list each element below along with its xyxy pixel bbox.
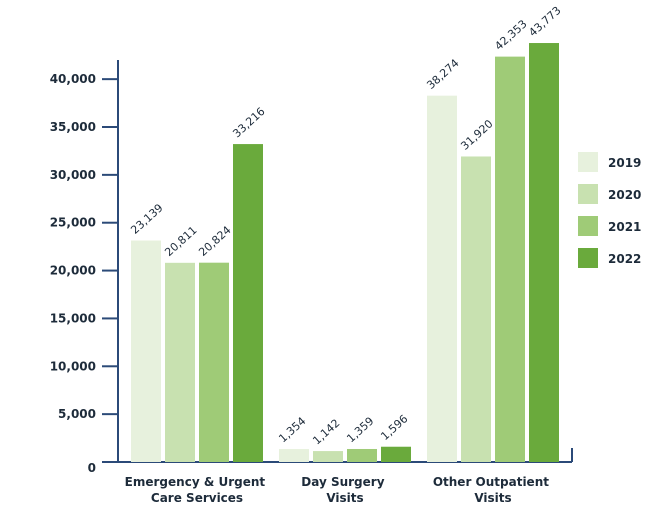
legend-swatch: [578, 248, 598, 268]
bar: [427, 95, 457, 462]
legend-label: 2020: [608, 188, 641, 202]
y-tick-label: 0: [88, 461, 96, 475]
legend-label: 2022: [608, 252, 641, 266]
value-label: 33,216: [230, 105, 267, 140]
value-label: 1,359: [344, 414, 376, 445]
y-tick-label: 30,000: [50, 168, 96, 182]
value-label: 23,139: [128, 201, 165, 236]
x-tick-label-line: Other Outpatient: [433, 475, 553, 489]
x-tick-label-line: Visits: [474, 491, 511, 505]
legend-swatch: [578, 152, 598, 172]
value-label: 1,596: [378, 412, 410, 443]
value-label: 20,824: [196, 223, 233, 258]
x-tick-label-line: Emergency & Urgent: [125, 475, 270, 489]
bar: [279, 449, 309, 462]
x-tick-label-line: Care Services: [151, 491, 243, 505]
bar: [165, 262, 195, 462]
y-tick-label: 10,000: [50, 359, 96, 373]
y-tick-label: 15,000: [50, 311, 96, 325]
bar: [199, 262, 229, 462]
bar: [529, 43, 559, 463]
x-tick-label: Emergency & Urgent Care Services: [125, 475, 270, 505]
y-tick-label: 40,000: [50, 72, 96, 86]
y-tick-label: 25,000: [50, 216, 96, 230]
bar: [313, 451, 343, 462]
value-label: 1,142: [310, 417, 342, 448]
legend-swatch: [578, 216, 598, 236]
legend-label: 2021: [608, 220, 641, 234]
bar: [381, 446, 411, 462]
legend-swatch: [578, 184, 598, 204]
bar: [233, 144, 263, 462]
value-label: 1,354: [276, 415, 308, 446]
bar: [347, 448, 377, 462]
value-label: 20,811: [162, 224, 199, 259]
bar: [495, 56, 525, 463]
y-tick-label: 5,000: [58, 407, 96, 421]
x-tick-label-line: Visits: [326, 491, 363, 505]
y-tick-label: 20,000: [50, 264, 96, 278]
value-label: 38,274: [424, 56, 461, 91]
x-tick-label: Day Surgery Visits: [301, 475, 388, 505]
bar: [131, 240, 161, 462]
x-tick-label-line: Day Surgery: [301, 475, 388, 489]
value-label: 31,920: [458, 117, 495, 152]
legend-label: 2019: [608, 156, 641, 170]
bar: [461, 156, 491, 463]
x-tick-label: Other Outpatient Visits: [433, 475, 553, 505]
value-label: 42,353: [492, 17, 529, 52]
y-tick-label: 35,000: [50, 120, 96, 134]
value-label: 43,773: [526, 4, 563, 39]
